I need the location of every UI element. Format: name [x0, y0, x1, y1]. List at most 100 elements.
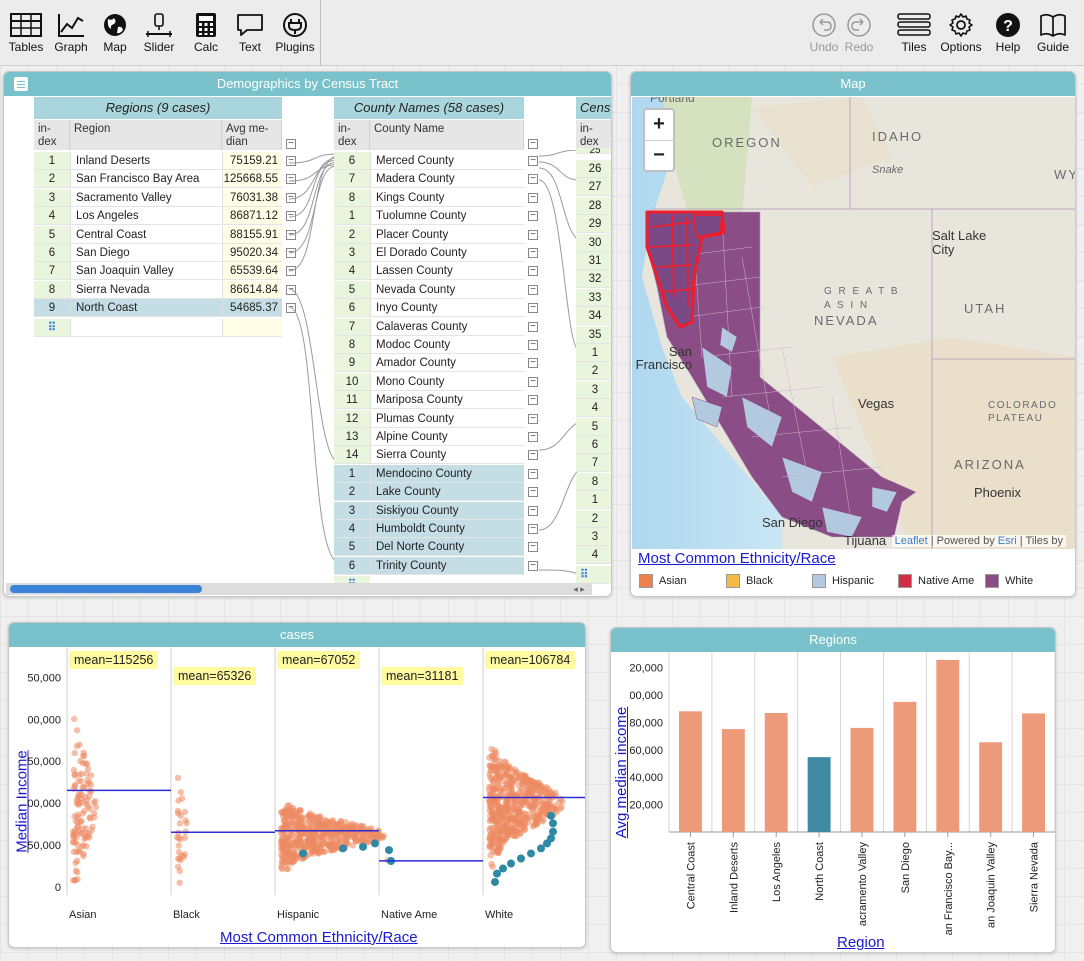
region-name-cell[interactable]: North Coast	[70, 299, 222, 318]
regions-input-row-handle[interactable]: ⠿	[34, 319, 70, 337]
region-avg-cell[interactable]: 65539.64	[222, 262, 282, 281]
region-avg-cell[interactable]: 86614.84	[222, 280, 282, 299]
region-category-label[interactable]: Central Coast	[685, 842, 697, 909]
case-point[interactable]	[486, 826, 493, 834]
selected-case-point[interactable]	[359, 842, 367, 851]
case-point[interactable]	[287, 832, 294, 839]
zoom-out-button[interactable]: −	[645, 140, 673, 170]
case-point[interactable]	[489, 863, 496, 870]
case-point[interactable]	[530, 786, 538, 793]
case-point[interactable]	[78, 817, 85, 825]
census-index-cell[interactable]: 26	[576, 160, 611, 178]
region-avg-cell[interactable]: 95020.34	[222, 244, 282, 262]
leaflet-link[interactable]: Leaflet	[894, 535, 928, 547]
row-collapse-icon[interactable]: −	[528, 156, 538, 166]
case-point[interactable]	[525, 799, 533, 807]
case-point[interactable]	[488, 745, 495, 753]
case-point[interactable]	[513, 793, 521, 800]
census-index-cell[interactable]: 7	[576, 454, 611, 473]
county-index-cell[interactable]: 2	[334, 483, 370, 502]
region-avg-cell[interactable]: 76031.38	[222, 188, 282, 207]
case-point[interactable]	[73, 727, 81, 734]
row-collapse-icon[interactable]: −	[528, 505, 538, 516]
help-button[interactable]: ? Help	[986, 12, 1030, 54]
region-index-cell[interactable]: 7	[34, 262, 70, 281]
row-collapse-icon[interactable]: −	[528, 248, 538, 258]
regions-input-row[interactable]	[70, 319, 222, 337]
case-point[interactable]	[306, 850, 313, 858]
case-point[interactable]	[178, 852, 186, 859]
region-avg-cell[interactable]: 88155.91	[222, 225, 282, 244]
region-category-label[interactable]: acramento Valley	[857, 842, 869, 927]
county-name-cell[interactable]: El Dorado County	[370, 244, 524, 262]
case-point[interactable]	[493, 754, 500, 762]
scrollbar-thumb[interactable]	[10, 585, 202, 593]
row-collapse-icon[interactable]: −	[286, 174, 296, 185]
county-index-cell[interactable]: 8	[334, 188, 370, 207]
case-point[interactable]	[327, 819, 334, 827]
slider-button[interactable]: Slider	[137, 12, 181, 54]
county-index-cell[interactable]: 6	[334, 299, 370, 318]
case-point[interactable]	[508, 828, 515, 836]
census-index-cell[interactable]: 28	[576, 196, 611, 215]
case-point[interactable]	[559, 798, 566, 805]
table-tile-title[interactable]: Demographics by Census Tract	[4, 72, 611, 96]
case-point[interactable]	[304, 837, 312, 845]
region-category-label[interactable]: Sierra Nevada	[1029, 841, 1041, 912]
case-point[interactable]	[177, 788, 185, 796]
row-collapse-icon[interactable]: −	[528, 284, 538, 295]
county-name-cell[interactable]: Amador County	[370, 354, 524, 373]
county-index-cell[interactable]: 7	[334, 170, 370, 189]
region-bar[interactable]	[679, 711, 702, 832]
row-collapse-icon[interactable]: −	[528, 321, 538, 332]
case-point[interactable]	[176, 879, 183, 887]
region-category-label[interactable]: an Francisco Bay...	[943, 842, 955, 935]
census-input-row-handle[interactable]: ⠿	[576, 566, 611, 584]
scroll-arrows[interactable]: ◂ ▸	[566, 583, 592, 595]
case-point[interactable]	[487, 852, 494, 859]
selected-case-point[interactable]	[491, 877, 499, 886]
row-collapse-icon[interactable]: −	[286, 156, 296, 166]
case-point[interactable]	[282, 822, 289, 829]
mean-label[interactable]: mean=106784	[485, 651, 576, 669]
case-point[interactable]	[278, 865, 286, 873]
selected-case-point[interactable]	[527, 849, 535, 858]
county-index-cell[interactable]: 9	[334, 354, 370, 373]
case-point[interactable]	[77, 777, 85, 785]
selected-case-point[interactable]	[507, 859, 515, 868]
case-point[interactable]	[306, 818, 313, 825]
case-point[interactable]	[315, 833, 322, 840]
case-point[interactable]	[70, 715, 78, 723]
selected-case-point[interactable]	[547, 811, 555, 820]
case-point[interactable]	[295, 824, 303, 831]
case-point[interactable]	[175, 797, 182, 804]
row-collapse-icon[interactable]: −	[528, 303, 538, 314]
case-point[interactable]	[558, 803, 565, 811]
case-point[interactable]	[504, 767, 512, 774]
case-point[interactable]	[279, 845, 287, 853]
census-index-cell[interactable]: 31	[576, 252, 611, 270]
row-collapse-icon[interactable]: −	[528, 174, 538, 185]
region-name-cell[interactable]: Central Coast	[70, 225, 222, 244]
case-point[interactable]	[501, 758, 508, 765]
cases-category-label[interactable]: Native Ame	[381, 909, 438, 921]
census-index-cell[interactable]: 1	[576, 491, 611, 510]
county-index-cell[interactable]: 3	[334, 501, 370, 520]
case-point[interactable]	[287, 844, 294, 852]
counties-collapse-icon[interactable]: −	[528, 139, 538, 149]
region-index-cell[interactable]: 1	[34, 152, 70, 170]
cases-graph-title[interactable]: cases	[9, 623, 585, 647]
case-point[interactable]	[79, 783, 86, 791]
case-point[interactable]	[342, 830, 350, 837]
region-bar[interactable]	[764, 713, 788, 832]
case-point[interactable]	[72, 867, 80, 874]
region-bar[interactable]	[721, 729, 745, 832]
selected-case-point[interactable]	[537, 844, 545, 853]
row-collapse-icon[interactable]: −	[528, 266, 538, 277]
cases-graph-tile[interactable]: cases Median Income 0 50,000 00,000 50,000 0…	[8, 622, 586, 948]
case-point[interactable]	[490, 785, 497, 793]
case-point[interactable]	[312, 819, 319, 826]
row-collapse-icon[interactable]: −	[528, 560, 538, 571]
county-name-cell[interactable]: Mendocino County	[370, 464, 524, 483]
county-index-cell[interactable]: 1	[334, 207, 370, 226]
